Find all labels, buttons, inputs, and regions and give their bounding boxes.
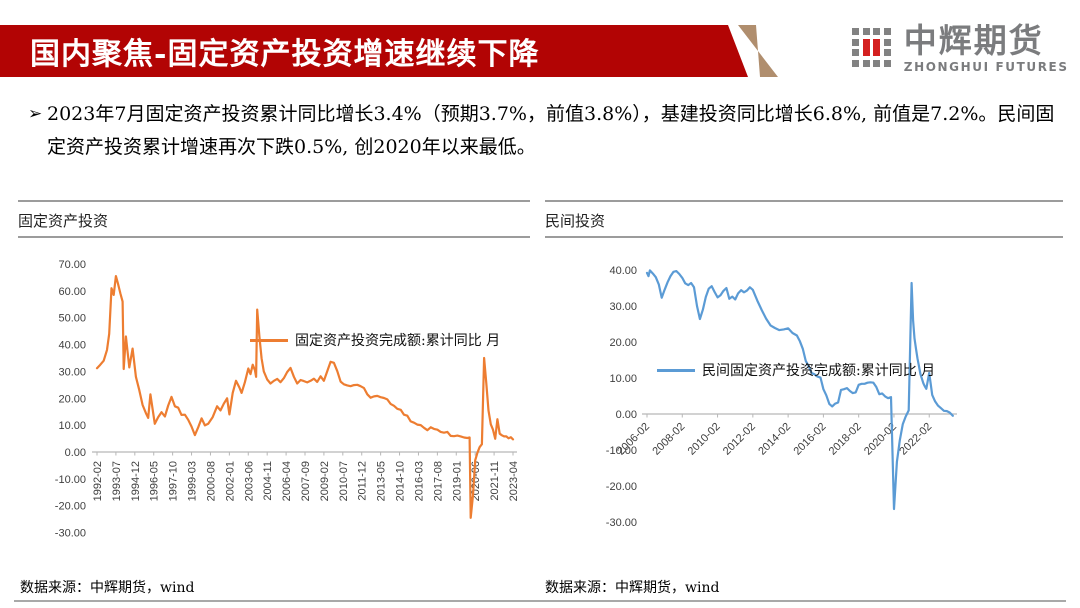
y-tick-label: -10.00 [606,445,637,457]
logo-text: 中辉期货 ZHONGHUI FUTURES [904,24,1069,73]
logo-mark-icon [852,28,891,67]
left-data-source: 数据来源：中辉期货，wind [20,580,195,596]
y-tick-label: 40.00 [609,265,637,277]
y-tick-label: 60.00 [58,286,86,298]
legend-label: 民间固定资产投资完成额:累计同比 月 [702,363,936,379]
y-tick-label: 30.00 [609,301,637,313]
x-tick-label: 2003-06 [243,461,255,501]
series-line [95,275,515,519]
y-tick-label: 10.00 [58,420,86,432]
x-tick-label: 2018-02 [827,421,864,458]
x-tick-label: 2017-08 [432,461,444,501]
fixed-asset-investment-chart: 1992-02 1993-07 1994-12 1996-05 1997-10 1999-… [20,245,530,555]
logo-gray-square [873,28,881,35]
left-chart-title: 固定资产投资 [18,200,530,238]
logo-gray-square [862,28,870,35]
x-tick-label: 2010-07 [338,461,350,501]
x-tick-label: 2021-11 [489,461,501,501]
bullet-arrow-icon: ➢ [28,104,43,124]
x-tick-label: 2004-11 [262,461,274,501]
x-tick-label: 2016-02 [791,421,828,458]
x-tick-label: 2016-03 [413,461,425,501]
x-tick-label: 2023-04 [508,461,520,501]
private-investment-chart: 2006-02 2008-02 2010-02 2012-02 2014-02 2016-… [545,245,1065,555]
logo-gray-square [852,38,859,46]
x-tick-label: 1994-12 [130,461,142,501]
left-chart-legend: 固定资产投资完成额:累计同比 月 [250,330,500,350]
x-tick-label: 2011-12 [357,461,369,501]
x-tick-label: 2014-02 [756,421,793,458]
logo-gray-square [883,59,891,67]
x-tick-label: 2009-02 [319,461,331,501]
x-tick-label: 2002-01 [224,461,236,501]
x-tick-label: 2007-09 [300,461,312,501]
summary-text: 2023年7月固定资产投资累计同比增长3.4%（预期3.7%，前值3.8%），基… [47,103,1055,158]
y-tick-label: 70.00 [58,259,86,271]
logo-gray-square [873,59,881,67]
company-logo: 中辉期货 ZHONGHUI FUTURES [852,24,1069,73]
y-tick-label: 20.00 [58,393,86,405]
title-banner: 国内聚焦-固定资产投资增速继续下降 [0,25,748,77]
y-tick-label: 50.00 [58,313,86,325]
x-tick-label: 1999-03 [187,461,199,501]
right-chart-title: 民间投资 [545,200,1063,238]
x-tick-label: 2014-10 [395,461,407,501]
y-tick-label: -20.00 [606,481,637,493]
chart-canvas: 1992-02 1993-07 1994-12 1996-05 1997-10 1999-… [55,259,520,540]
y-tick-label: 10.00 [609,373,637,385]
x-tick-label: 2012-02 [721,421,758,458]
summary-paragraph: ➢ 2023年7月固定资产投资累计同比增长3.4%（预期3.7%，前值3.8%）… [28,98,1058,164]
x-tick-label: 1993-07 [111,461,123,501]
logo-gray-square [852,28,859,35]
logo-name-cn: 中辉期货 [903,21,1044,60]
right-chart-legend: 民间固定资产投资完成额:累计同比 月 [657,360,935,380]
logo-red-bar [862,38,870,57]
x-tick-label: 2013-05 [376,461,388,501]
y-tick-label: 30.00 [58,366,86,378]
x-tick-label: 2010-02 [686,421,723,458]
logo-gray-square [852,59,859,67]
logo-gray-square [862,59,870,67]
y-tick-label: -30.00 [606,517,637,529]
legend-line-icon [657,368,695,372]
logo-gray-square [883,49,891,57]
bottom-divider [14,600,1066,602]
x-tick-label: 1992-02 [92,461,104,501]
x-tick-label: 2000-08 [205,461,217,501]
y-tick-label: -30.00 [55,528,86,540]
x-tick-label: 2008-02 [650,421,687,458]
x-tick-label: 2006-04 [281,461,293,501]
legend-line-icon [250,338,288,342]
x-tick-label: 1996-05 [149,461,161,501]
logo-name-en: ZHONGHUI FUTURES [903,60,1069,74]
series-line [645,269,954,511]
logo-gray-square [852,49,859,57]
logo-gray-square [883,28,891,35]
logo-red-bar [873,38,881,57]
x-tick-label: 1997-10 [168,461,180,501]
x-tick-label: 2019-01 [451,461,463,501]
logo-gray-square [883,38,891,46]
chart-canvas: 2006-022008-022010-022012-022014-022016-… [606,265,957,529]
y-tick-label: 0.00 [65,447,86,459]
y-tick-label: -20.00 [55,501,86,513]
y-tick-label: 40.00 [58,340,86,352]
y-tick-label: 0.00 [616,409,637,421]
page-title: 国内聚焦-固定资产投资增速继续下降 [30,37,540,72]
legend-label: 固定资产投资完成额:累计同比 月 [295,333,501,349]
y-tick-label: 20.00 [609,337,637,349]
y-tick-label: -10.00 [55,474,86,486]
right-data-source: 数据来源：中辉期货，wind [545,580,720,596]
